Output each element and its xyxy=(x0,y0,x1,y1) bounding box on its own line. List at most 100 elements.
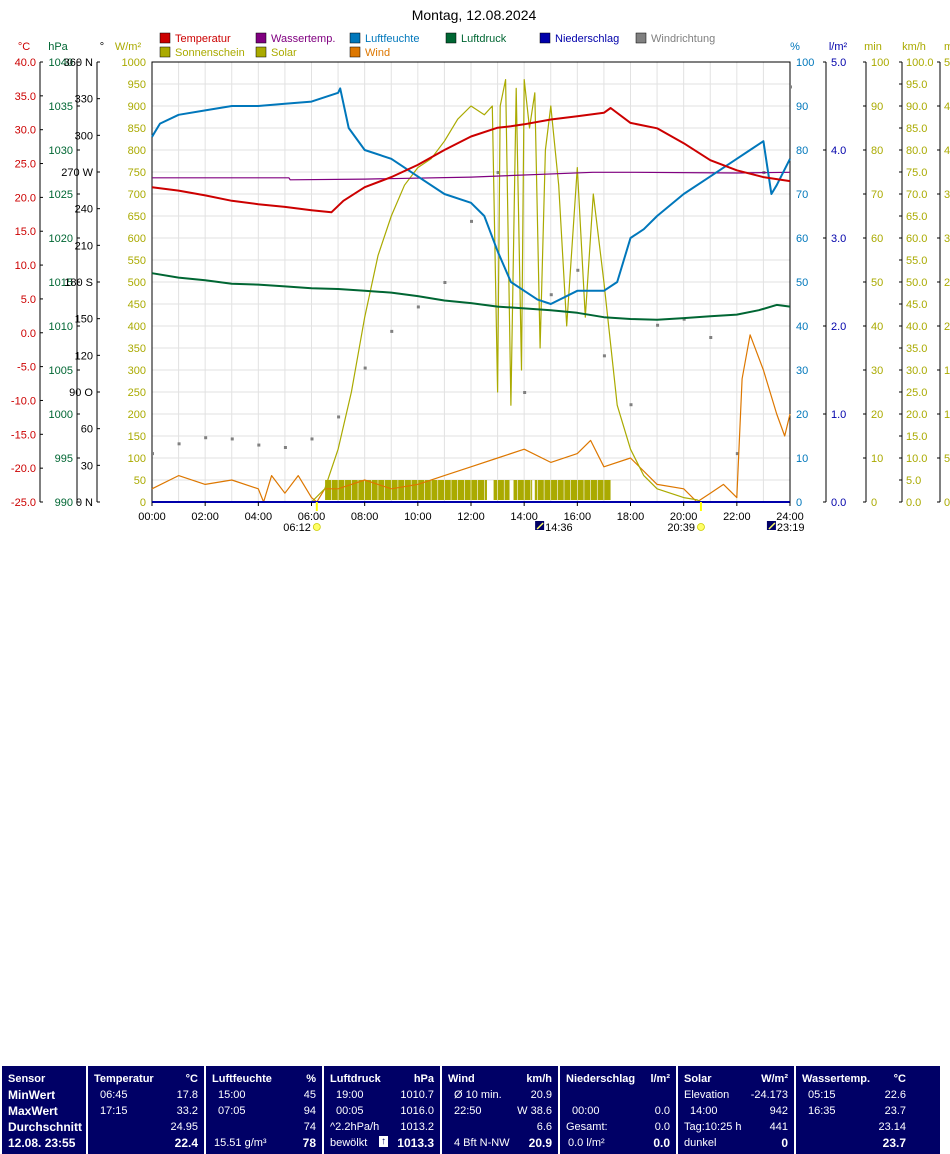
axis-tick-sunmin: 0 xyxy=(871,497,877,509)
winddir-point xyxy=(656,323,660,327)
x-tick-label: 02:00 xyxy=(191,511,219,523)
luftfeuchte-unit: % xyxy=(306,1073,316,1085)
legend-item: Temperatur xyxy=(159,32,231,45)
legend-item: Windrichtung xyxy=(635,32,715,45)
solar-elevation-value: -24.173 xyxy=(750,1089,788,1101)
temperatur-current: 22.4 xyxy=(174,1136,198,1150)
axis-tick-extra: 0 xyxy=(944,497,950,509)
legend-swatch xyxy=(635,32,647,44)
solar-current: 0 xyxy=(781,1136,788,1150)
axis-unit-humidity: % xyxy=(790,41,800,53)
axis-tick-pressure: 995 xyxy=(55,453,73,465)
winddir-point xyxy=(204,436,208,440)
axis-tick-humidity: 90 xyxy=(796,101,808,113)
x-tick-label: 24:00 xyxy=(776,511,804,523)
sunrise-marker: 06:12 xyxy=(283,502,321,532)
wassertemp-current: 23.7 xyxy=(882,1136,906,1150)
x-tick-label: 14:00 xyxy=(510,511,538,523)
axis-tick-temp: -5.0 xyxy=(17,362,36,374)
axis-tick-winddir: 90 O xyxy=(69,387,93,399)
wind-unit: km/h xyxy=(526,1073,552,1085)
axis-tick-temp: 0.0 xyxy=(21,328,36,340)
moon-marker: 23:19 xyxy=(766,521,804,532)
time-markers: 06:12 14:36 20:39 23:19 xyxy=(283,502,804,532)
legend-swatch xyxy=(159,46,171,58)
axis-tick-pressure: 1020 xyxy=(49,233,73,245)
luftfeuchte-min-value: 45 xyxy=(303,1089,316,1101)
axis-tick-pressure: 990 xyxy=(55,497,73,509)
axis-tick-winddir: 240 xyxy=(75,204,93,216)
chart-axes: °C 40.0 35.0 30.0 25.0 20.0 15.0 10.0 5.0 0.0 -5.0… xyxy=(11,41,950,509)
axis-winddir: ° 360 N 330 300 270 W 240 210 180 S 150 120 90 O 60… xyxy=(61,41,104,509)
winddir-point xyxy=(443,281,447,284)
axis-temp: °C 40.0 35.0 30.0 25.0 20.0 15.0 10.0 5.0 0.0 -5.0… xyxy=(11,41,43,509)
axis-tick-temp: 25.0 xyxy=(15,159,36,171)
axis-tick-rain: 4.0 xyxy=(831,145,846,157)
wind-avg10-label: Ø 10 min. xyxy=(454,1089,502,1101)
axis-tick-sunmin: 50 xyxy=(871,277,883,289)
wassertemp-max-value: 23.7 xyxy=(884,1105,906,1117)
axis-tick-windkmh: 20.0 xyxy=(906,409,927,421)
solar-average: 441 xyxy=(769,1121,788,1133)
legend-swatch xyxy=(349,32,361,44)
x-tick-label: 18:00 xyxy=(617,511,645,523)
axis-tick-temp: -20.0 xyxy=(11,463,36,475)
series-wassertemp xyxy=(152,171,791,181)
series-line xyxy=(151,87,791,305)
axis-tick-windkmh: 45.0 xyxy=(906,299,927,311)
series-line xyxy=(151,334,791,503)
axis-tick-windkmh: 95.0 xyxy=(906,79,927,91)
axis-tick-extra: 45 xyxy=(944,101,950,113)
wind-max-value: W 38.6 xyxy=(517,1105,552,1117)
luftdruck-header: Luftdruck xyxy=(330,1073,381,1085)
luftdruck-min-time: 19:00 xyxy=(336,1089,364,1101)
legend-item: Luftdruck xyxy=(445,32,507,45)
axis-tick-extra: 50 xyxy=(944,57,950,69)
niederschlag-max-value: 0.0 xyxy=(654,1105,670,1117)
axis-tick-extra: 25 xyxy=(944,277,950,289)
sensor-avg-label: Durchschnitt xyxy=(8,1120,83,1134)
moon-glyph xyxy=(536,522,544,530)
axis-tick-temp: 35.0 xyxy=(15,91,36,103)
axis-tick-sunmin: 20 xyxy=(871,409,883,421)
x-tick-label: 22:00 xyxy=(723,511,751,523)
axis-tick-temp: 40.0 xyxy=(15,57,36,69)
legend-label: Wassertemp. xyxy=(271,33,335,45)
legend-label: Luftfeuchte xyxy=(365,33,419,45)
series-line xyxy=(311,78,702,503)
luftdruck-current: 1013.3 xyxy=(397,1136,434,1150)
axis-tick-solar: 200 xyxy=(128,409,146,421)
axis-tick-sunmin: 100 xyxy=(871,57,889,69)
luftdruck-trend: ^2.2hPa/h xyxy=(330,1121,380,1133)
winddir-point xyxy=(789,85,792,89)
legend-label: Temperatur xyxy=(175,33,231,45)
x-tick-label: 12:00 xyxy=(457,511,485,523)
wassertemp-average: 23.14 xyxy=(878,1121,906,1133)
legend-item: Wassertemp. xyxy=(255,32,335,45)
winddir-point xyxy=(470,219,473,223)
axis-tick-windkmh: 35.0 xyxy=(906,343,927,355)
axis-tick-temp: 30.0 xyxy=(15,125,36,137)
winddir-point xyxy=(230,437,234,441)
axis-unit-windkmh: km/h xyxy=(902,41,926,53)
wind-header: Wind xyxy=(448,1073,475,1085)
axis-tick-windkmh: 60.0 xyxy=(906,233,927,245)
wassertemp-max-time: 16:35 xyxy=(808,1105,836,1117)
weather-chart: Montag, 12.08.2024 Temperatur Wassertemp.… xyxy=(11,7,950,532)
winddir-point xyxy=(523,391,527,394)
axis-tick-winddir: 270 W xyxy=(61,167,93,179)
sunshine-segment xyxy=(513,480,533,500)
axis-tick-windkmh: 40.0 xyxy=(906,321,927,333)
solar-state: dunkel xyxy=(684,1137,717,1149)
winddir-point xyxy=(337,415,341,419)
sunset-marker: 20:39 xyxy=(667,502,705,532)
axis-tick-temp: -15.0 xyxy=(11,429,36,441)
winddir-point xyxy=(576,268,580,272)
time-marker-label: 14:36 xyxy=(545,522,573,532)
axis-tick-winddir: 60 xyxy=(81,424,93,436)
summary-wind: Wind km/h Ø 10 min. 20.9 22:50 W 38.6 6.… xyxy=(442,1066,558,1154)
luftdruck-average: 1013.2 xyxy=(400,1121,434,1133)
series-line xyxy=(152,171,791,181)
winddir-point xyxy=(177,442,181,446)
